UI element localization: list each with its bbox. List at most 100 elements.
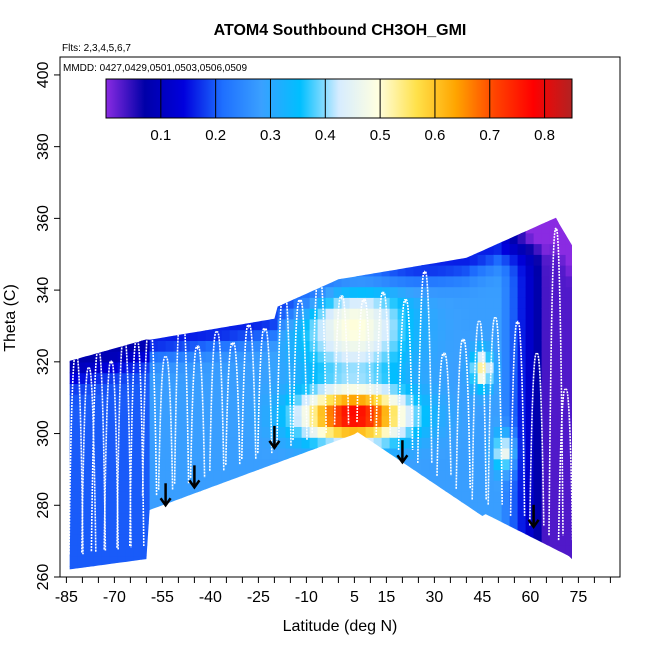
heatmap-cell [485, 555, 495, 567]
heatmap-cell [557, 566, 567, 570]
heatmap-cell [213, 217, 223, 223]
heatmap-cell [301, 555, 311, 567]
heatmap-cell [173, 501, 183, 514]
heatmap-cell [173, 340, 183, 352]
heatmap-cell [493, 437, 503, 449]
heatmap-cell [69, 480, 79, 492]
heatmap-cell [405, 566, 415, 570]
heatmap-cell [509, 523, 519, 535]
heatmap-cell [301, 243, 311, 255]
heatmap-cell [93, 437, 103, 449]
heatmap-cell [397, 383, 407, 395]
heatmap-cell [181, 415, 191, 427]
heatmap-cell [101, 340, 111, 352]
heatmap-cell [381, 469, 391, 481]
heatmap-cell [477, 383, 487, 395]
heatmap-cell [333, 340, 343, 352]
heatmap-cell [189, 351, 199, 363]
heatmap-cell [509, 458, 519, 471]
heatmap-cell [197, 566, 207, 570]
heatmap-cell [253, 394, 263, 406]
heatmap-cell [421, 265, 431, 277]
heatmap-cell [109, 490, 119, 503]
heatmap-cell [93, 275, 103, 288]
flight-profile [173, 306, 190, 484]
heatmap-cell [389, 243, 399, 255]
heatmap-cell [477, 490, 487, 503]
heatmap-cell [237, 512, 247, 524]
heatmap-cell [517, 275, 527, 288]
heatmap-cell [541, 308, 551, 320]
heatmap-cell [317, 534, 327, 546]
heatmap-cell [245, 490, 255, 503]
heatmap-cell [269, 254, 279, 266]
heatmap-cell [373, 490, 383, 503]
heatmap-cell [461, 426, 471, 438]
heatmap-cell [533, 555, 543, 567]
heatmap-cell [437, 275, 447, 288]
heatmap-cell [253, 555, 263, 567]
heatmap-cell [309, 469, 319, 481]
arrow-head [159, 497, 172, 508]
heatmap-cell [253, 351, 263, 363]
flight-profile [103, 360, 119, 550]
heatmap-cell [485, 480, 495, 492]
heatmap-cell [141, 458, 151, 471]
heatmap-cell [237, 361, 247, 374]
heatmap-cell [109, 286, 119, 298]
heatmap-cell [405, 372, 415, 384]
heatmap-cell [173, 415, 183, 427]
heatmap-cell [157, 351, 167, 363]
heatmap-cell [93, 329, 103, 341]
heatmap-cell [85, 275, 95, 288]
heatmap-cell [229, 555, 239, 567]
heatmap-cell [565, 404, 572, 417]
heatmap-cell [469, 254, 479, 266]
heatmap-cell [429, 383, 439, 395]
heatmap-cell [445, 286, 455, 298]
heatmap-cell [69, 308, 79, 320]
heatmap-cell [381, 394, 391, 406]
heatmap-cell [365, 458, 375, 471]
heatmap-cell [429, 361, 439, 374]
heatmap-cell [357, 254, 367, 266]
heatmap-cell [133, 232, 143, 245]
heatmap-cell [493, 447, 503, 460]
heatmap-cell [381, 404, 391, 417]
heatmap-cell [349, 523, 359, 535]
heatmap-cell [310, 200, 319, 211]
heatmap-cell [565, 318, 572, 331]
heatmap-cell [373, 544, 383, 557]
heatmap-cell [93, 555, 103, 567]
heatmap-cell [165, 426, 175, 438]
heatmap-cell [205, 447, 215, 460]
heatmap-cell [525, 555, 535, 567]
heatmap-cell [149, 437, 159, 449]
heatmap-cell [461, 286, 471, 298]
heatmap-cell [429, 490, 439, 503]
heatmap-cell [461, 512, 471, 524]
heatmap-cell [541, 469, 551, 481]
heatmap-cell [517, 480, 527, 492]
heatmap-cell [109, 297, 119, 309]
heatmap-cell [541, 361, 551, 374]
heatmap-cell [189, 308, 199, 320]
colorbar-tick-label: 0.5 [370, 127, 391, 144]
heatmap-cell [381, 383, 391, 395]
heatmap-cell [390, 200, 399, 211]
heatmap-cell [237, 523, 247, 535]
heatmap-cell [541, 415, 551, 427]
heatmap-cell [277, 512, 287, 524]
heatmap-cell [165, 275, 175, 288]
heatmap-cell [285, 501, 295, 514]
heatmap-cell [269, 286, 279, 298]
heatmap-cell [245, 447, 255, 460]
heatmap-cell [93, 217, 103, 223]
heatmap-cell [253, 426, 263, 438]
heatmap-cell [326, 200, 335, 211]
heatmap-cell [365, 286, 375, 298]
heatmap-cell [485, 265, 495, 277]
heatmap-cell [365, 415, 375, 427]
heatmap-cell [501, 566, 511, 570]
